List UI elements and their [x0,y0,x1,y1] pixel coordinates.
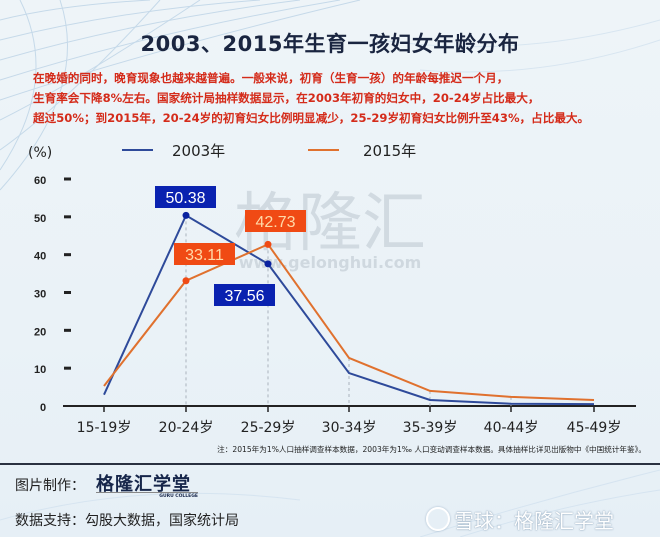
data-label-box [174,243,235,265]
brand-subtitle: GURU COLLEGE [96,492,198,499]
data-label: 42.73 [255,214,295,231]
data-point [264,260,272,268]
x-tick-label: 35-39岁 [403,420,458,436]
legend-label-2003: 2003年 [172,142,225,160]
y-tick-label: 0 [40,402,46,414]
data-label-box [155,186,216,208]
data-point [264,240,272,248]
y-tick-mark [64,366,71,370]
xueqiu-logo-icon [426,507,450,531]
y-tick-mark [64,328,71,332]
y-tick-label: 10 [34,364,46,376]
description: 在晚婚的同时，晚育现象也越来越普遍。一般来说，初育（生育一孩）的年龄每推迟一个月… [33,68,653,128]
footnote: 注：2015年为1%人口抽样调查样本数据，2003年为1‰ 人口变动调查样本数据… [217,445,646,454]
x-tick-label: 40-44岁 [484,420,539,436]
y-tick-mark [64,215,71,219]
description-line: 在晚婚的同时，晚育现象也越来越普遍。一般来说，初育（生育一孩）的年龄每推迟一个月… [33,71,509,85]
chart-title: 2003、2015年生育一孩妇女年龄分布 [140,32,520,56]
y-tick-label: 30 [34,289,46,301]
made-by-label: 图片制作： [15,478,85,494]
y-tick-label: 50 [34,213,46,225]
x-tick-label: 25-29岁 [241,420,296,436]
data-label: 33.11 [185,247,224,264]
line-chart: 格隆汇www.gelonghui.com(%)010203040506015-1… [28,142,636,436]
legend-label-2015: 2015年 [363,142,416,160]
brand-logo: 格隆汇学堂 [96,474,191,495]
data-label: 37.56 [224,288,264,305]
data-source-value: 勾股大数据，国家统计局 [85,513,239,529]
y-axis-label: (%) [28,145,52,161]
y-tick-mark [64,253,71,257]
y-tick-mark [64,291,71,294]
data-label: 50.38 [165,190,205,207]
data-source-label: 数据支持： [15,513,85,529]
xueqiu-text: 雪球：格隆汇学堂 [454,509,614,533]
data-label-box [214,284,275,306]
x-tick-label: 15-19岁 [77,420,132,436]
description-line: 超过50%；到2015年，20-24岁的初育妇女比例明显减少，25-29岁初育妇… [33,111,590,125]
divider [0,463,660,465]
description-line: 生育率会下降8%左右。国家统计局抽样数据显示，在2003年初育的妇女中，20-2… [33,91,540,105]
xueqiu-watermark: 雪球：格隆汇学堂 [426,505,614,534]
x-tick-label: 30-34岁 [322,420,377,436]
x-tick-label: 20-24岁 [159,420,214,436]
data-point [182,277,190,285]
data-label-box [245,210,306,232]
data-point [182,211,190,219]
y-tick-label: 60 [34,175,46,187]
y-tick-mark [64,177,71,181]
y-tick-label: 40 [34,251,46,263]
y-tick-label: 20 [34,326,46,338]
data-source: 数据支持：勾股大数据，国家统计局 [15,510,239,530]
x-tick-label: 45-49岁 [567,420,622,436]
